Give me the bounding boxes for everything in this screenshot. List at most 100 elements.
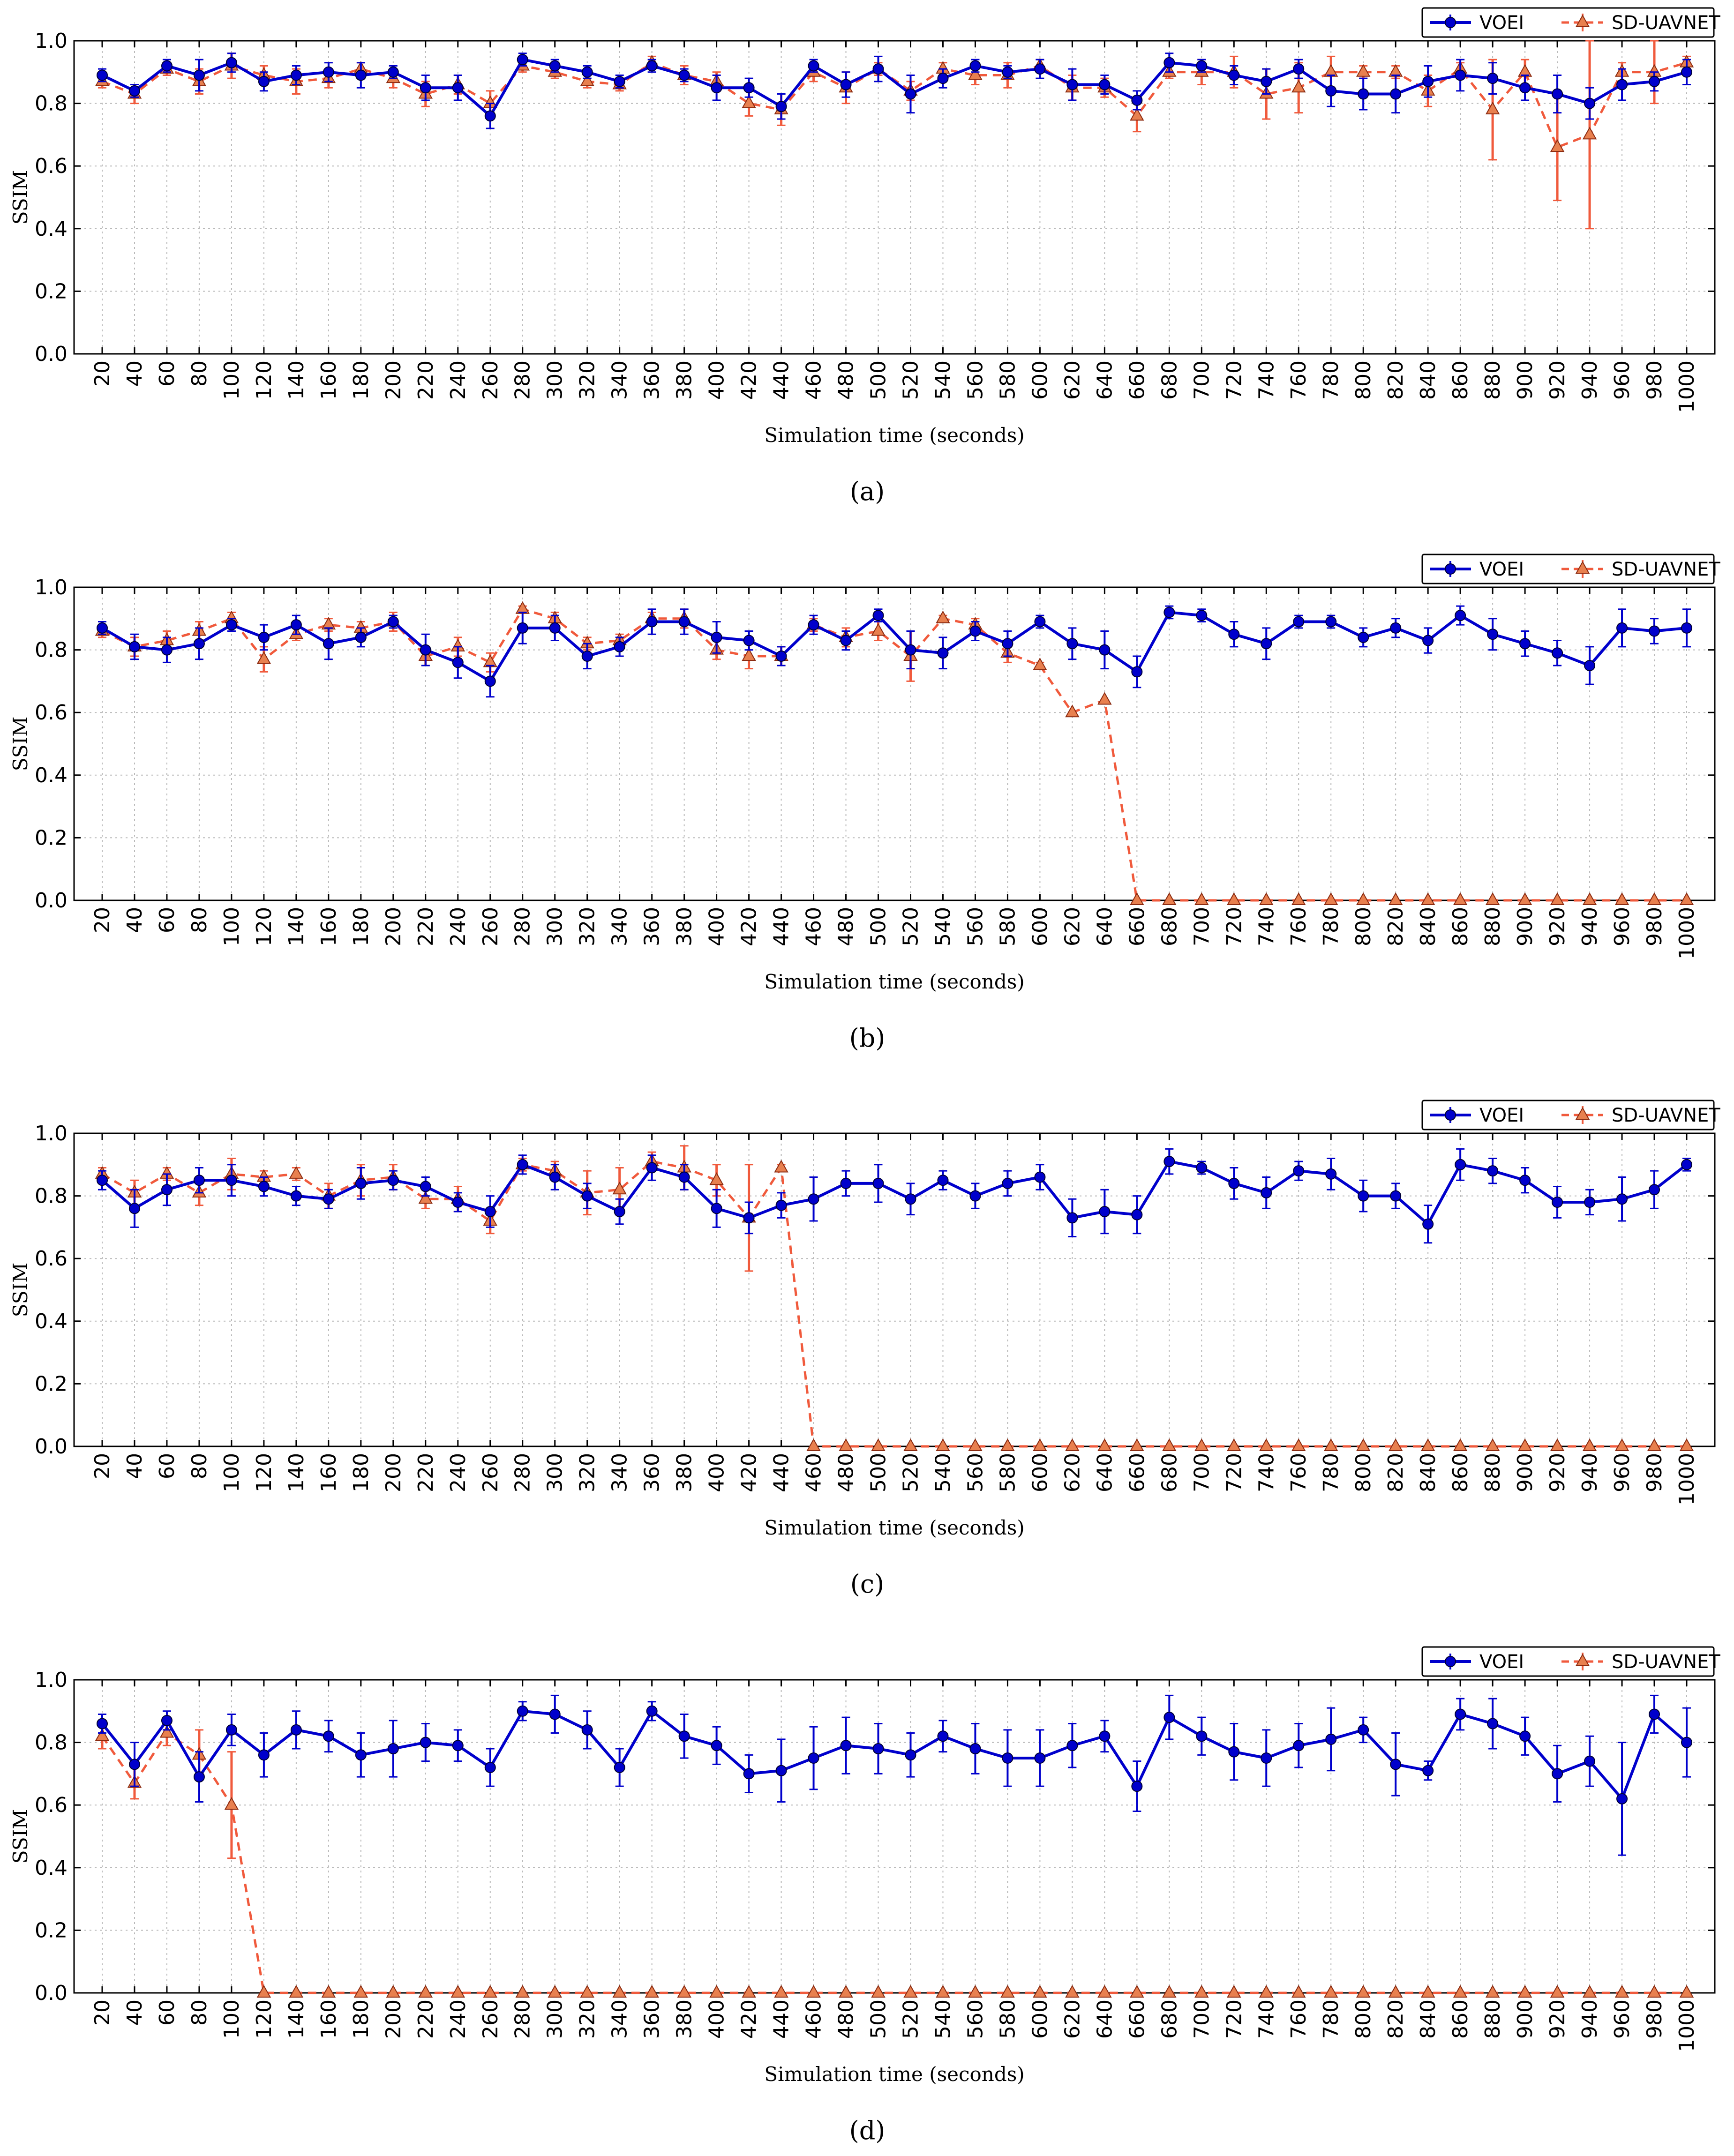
series-voei	[97, 52, 1692, 129]
x-tick-label: 320	[576, 1999, 600, 2039]
x-tick-label: 580	[996, 1999, 1020, 2039]
x-tick-label: 840	[1416, 1453, 1440, 1492]
data-point	[1130, 892, 1144, 905]
x-tick-label: 160	[317, 1453, 341, 1492]
x-tick-label: 800	[1351, 907, 1375, 946]
data-point	[742, 95, 756, 108]
x-tick-label: 860	[1449, 1453, 1472, 1492]
x-tick-label: 980	[1643, 1999, 1666, 2039]
x-tick-label: 900	[1513, 907, 1537, 946]
data-point	[161, 1714, 173, 1726]
data-point	[580, 73, 594, 86]
data-point	[355, 69, 367, 81]
data-point	[387, 1175, 399, 1186]
chart-panel-2: 0.0 0.2 0.4 0.6 0.8 1.0 20 40 60 80 100 120 140 160 18…	[9, 554, 1720, 1053]
data-point	[321, 1984, 336, 1998]
x-tick-label: 420	[737, 360, 761, 400]
data-point	[161, 1184, 173, 1196]
x-tick-label: 760	[1287, 1453, 1311, 1492]
data-point	[387, 66, 399, 78]
data-point	[256, 651, 271, 664]
plot-frame	[73, 40, 1716, 355]
data-point	[614, 75, 625, 87]
data-point	[937, 647, 949, 659]
x-tick-label: 960	[1610, 907, 1634, 946]
legend-marker-voei	[1445, 1656, 1456, 1667]
data-point	[1455, 69, 1466, 81]
data-point	[743, 1768, 755, 1780]
data-point	[871, 1438, 886, 1451]
data-point	[1130, 1984, 1144, 1998]
x-tick-label: 960	[1610, 1453, 1634, 1492]
data-point	[386, 1984, 401, 1998]
x-tick-label: 820	[1384, 907, 1408, 946]
data-point	[1649, 1184, 1660, 1196]
x-tick-label: 840	[1416, 1999, 1440, 2039]
x-tick-label: 60	[155, 907, 179, 933]
data-point	[1324, 1438, 1338, 1451]
data-point	[549, 1171, 561, 1183]
x-tick-label: 380	[673, 1453, 697, 1492]
data-point	[323, 66, 334, 78]
x-tick-label: 460	[802, 360, 826, 400]
data-point	[420, 1181, 431, 1192]
data-point	[1614, 1984, 1629, 1998]
y-tick-label: 0.8	[35, 1731, 68, 1755]
data-point	[1002, 66, 1013, 78]
data-point	[1131, 666, 1143, 678]
data-point	[872, 1743, 884, 1754]
data-point	[743, 1212, 755, 1224]
y-tick-label: 0.2	[35, 279, 68, 303]
x-tick-label: 500	[867, 1999, 891, 2039]
data-point	[1002, 638, 1013, 650]
data-point	[937, 1730, 949, 1742]
x-tick-label: 460	[802, 907, 826, 946]
x-tick-label: 840	[1416, 360, 1440, 400]
x-tick-label: 940	[1578, 907, 1602, 946]
x-tick-label: 560	[963, 1453, 987, 1492]
x-tick-label: 480	[834, 1453, 858, 1492]
x-tick-label: 900	[1513, 1999, 1537, 2039]
data-point	[903, 1984, 918, 1998]
data-point	[1487, 1718, 1499, 1729]
x-tick-label: 780	[1319, 907, 1343, 946]
x-tick-label: 600	[1028, 1453, 1052, 1492]
y-tick-label: 0.6	[35, 1247, 68, 1271]
x-tick-label: 340	[608, 1999, 632, 2039]
legend-label-sd: SD-UAVNET	[1612, 12, 1720, 34]
data-point	[1390, 88, 1402, 100]
x-tick-label: 180	[349, 360, 373, 400]
plot-frame	[73, 586, 1716, 901]
x-tick-label: 20	[90, 1999, 114, 2026]
data-point	[1616, 1793, 1628, 1804]
data-point	[1552, 1196, 1563, 1208]
panel-label: (d)	[849, 2116, 886, 2145]
data-point	[905, 644, 916, 656]
y-axis-label: SSIM	[9, 170, 32, 225]
data-point	[1519, 1730, 1531, 1742]
data-point	[905, 1193, 916, 1205]
data-point	[1550, 892, 1565, 905]
data-point	[1485, 1438, 1500, 1451]
data-point	[1194, 892, 1209, 905]
data-point	[323, 638, 334, 650]
x-tick-label: 220	[414, 360, 438, 400]
data-point	[775, 1765, 787, 1776]
x-tick-label: 80	[188, 907, 211, 933]
x-tick-label: 460	[802, 1999, 826, 2039]
data-point	[484, 1206, 496, 1217]
data-point	[1582, 1984, 1597, 1998]
data-point	[1616, 79, 1628, 90]
data-point	[97, 622, 108, 634]
data-point	[355, 1749, 367, 1761]
data-point	[1293, 63, 1305, 75]
data-point	[645, 1984, 659, 1998]
data-point	[549, 1708, 561, 1720]
x-tick-label: 740	[1254, 907, 1278, 946]
data-point	[420, 644, 431, 656]
data-point	[484, 1762, 496, 1774]
x-tick-label: 500	[867, 1453, 891, 1492]
x-tick-label: 420	[737, 1453, 761, 1492]
legend-marker-sd	[1575, 14, 1590, 27]
data-point	[678, 1730, 690, 1742]
